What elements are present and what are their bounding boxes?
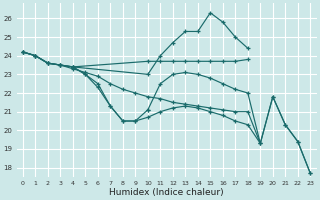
X-axis label: Humidex (Indice chaleur): Humidex (Indice chaleur): [109, 188, 224, 197]
